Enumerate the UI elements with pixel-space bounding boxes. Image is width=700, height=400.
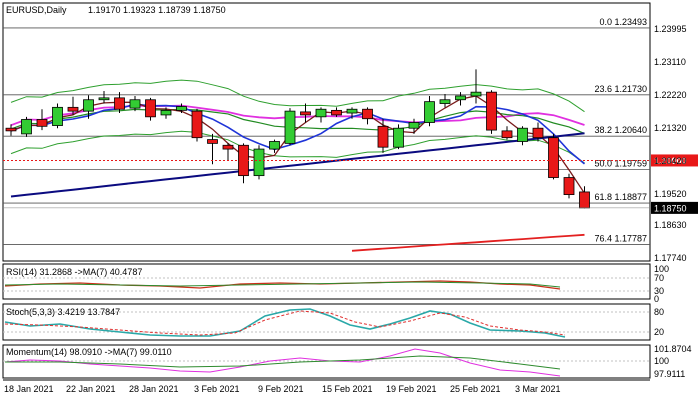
stoch-signal-line (4, 310, 566, 336)
candle (52, 103, 63, 129)
candle (532, 122, 544, 142)
price-tick: 1.19520 (654, 189, 687, 199)
candle (269, 139, 280, 153)
candle (377, 118, 389, 153)
momentum-panel: Momentum(14) 98.0910 ->MA(7) 99.0110 101… (2, 344, 692, 379)
candle (67, 96, 79, 115)
ohlc-label: 1.19170 1.19323 1.18739 1.18750 (88, 5, 226, 15)
price-markers: 1.20000 1.18750 (3, 154, 698, 214)
rsi-tick: 100 (654, 264, 669, 274)
candle (486, 90, 497, 134)
date-label: 25 Feb 2021 (450, 384, 501, 394)
candle (501, 126, 513, 140)
momentum-title: Momentum(14) 98.0910 ->MA(7) 99.0110 (6, 347, 172, 357)
price-tick: 1.23995 (654, 24, 687, 34)
price-tick: 1.22220 (654, 90, 687, 100)
price-tick: 1.20420 (654, 156, 687, 166)
fibo-label: 23.6 1.21730 (594, 84, 647, 94)
date-label: 28 Jan 2021 (129, 384, 179, 394)
stoch-main-line (4, 308, 566, 338)
rsi-tick: 30 (654, 286, 664, 296)
candle (470, 69, 482, 104)
candle (331, 107, 342, 117)
candle (160, 107, 172, 119)
candle (393, 124, 404, 150)
candle (315, 107, 327, 123)
momentum-tick: 101.8704 (654, 344, 692, 354)
rsi-ma-line (4, 281, 561, 288)
rsi-tick: 70 (654, 273, 664, 283)
candle (36, 109, 48, 131)
stoch-title: Stoch(5,3,3) 3.4219 13.7847 (6, 307, 120, 317)
date-axis: 18 Jan 2021 22 Jan 2021 28 Jan 2021 3 Fe… (3, 379, 650, 394)
candle (98, 91, 110, 104)
candle (176, 103, 187, 114)
date-label: 22 Jan 2021 (66, 384, 116, 394)
date-label: 18 Jan 2021 (4, 384, 54, 394)
candle (563, 173, 575, 199)
fibo-levels: 0.0 1.23493 23.6 1.21730 38.2 1.20640 50.0 … (3, 17, 650, 245)
current-price-label: 1.18750 (654, 203, 687, 213)
current-price-badge (651, 201, 698, 214)
symbol-label: EURUSD,Daily (6, 5, 67, 15)
candle (424, 95, 435, 127)
candle (284, 108, 296, 146)
date-label: 9 Feb 2021 (258, 384, 304, 394)
stoch-tick: 80 (654, 307, 664, 317)
candle (455, 92, 466, 106)
candle (191, 108, 203, 142)
fibo-label: 0.0 1.23493 (599, 17, 647, 27)
momentum-ma-line (5, 355, 561, 370)
candle (5, 124, 17, 136)
date-label: 3 Feb 2021 (194, 384, 240, 394)
bollinger-upper-line (10, 79, 585, 113)
candle (253, 145, 265, 180)
stoch-tick: 20 (654, 327, 664, 337)
fibo-label: 61.8 1.18877 (594, 192, 647, 202)
candle (21, 116, 32, 137)
date-label: 15 Feb 2021 (322, 384, 373, 394)
candle (548, 133, 559, 180)
price-panel: EURUSD,Daily 1.19170 1.19323 1.18739 1.1… (2, 2, 698, 262)
rsi-title: RSI(14) 31.2868 ->MA(7) 40.4787 (6, 267, 142, 277)
price-tick: 1.18630 (654, 220, 687, 230)
price-tick: 1.17740 (654, 253, 687, 263)
candle (129, 95, 141, 112)
bollinger-lower-line (10, 130, 585, 164)
candle (517, 126, 528, 146)
fibo-label: 38.2 1.20640 (594, 125, 647, 135)
momentum-line (4, 348, 561, 377)
rsi-panel: RSI(14) 31.2868 ->MA(7) 40.4787 100 70 3… (2, 263, 669, 304)
candle (439, 94, 451, 108)
fibo-label: 50.0 1.19759 (594, 159, 647, 169)
candle (346, 107, 358, 119)
momentum-tick: 100 (654, 356, 669, 366)
rsi-tick: 0 (654, 294, 659, 304)
candle (300, 103, 311, 123)
candle (83, 95, 94, 119)
date-label: 3 Mar 2021 (515, 384, 561, 394)
candle (207, 133, 218, 165)
candle (114, 92, 125, 114)
candle (145, 97, 156, 121)
candle (362, 107, 373, 125)
date-label: 19 Feb 2021 (386, 384, 437, 394)
level-price-label: 1.20000 (654, 156, 687, 166)
stoch-panel: Stoch(5,3,3) 3.4219 13.7847 80 20 (2, 303, 664, 341)
ma-red-line (351, 233, 585, 252)
price-axis: 1.23995 1.23110 1.22220 1.21320 1.20420 … (654, 24, 687, 263)
momentum-tick: 97.9111 (654, 369, 685, 379)
ma-long-line (10, 132, 585, 198)
price-tick: 1.21320 (654, 123, 687, 133)
price-tick: 1.23110 (654, 57, 686, 67)
candle (408, 118, 420, 134)
level-price-badge (651, 154, 698, 167)
fibo-label: 76.4 1.17787 (594, 233, 647, 243)
candle (222, 143, 234, 161)
